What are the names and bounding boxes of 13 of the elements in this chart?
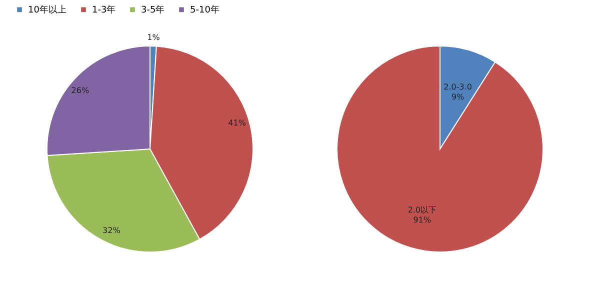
data-label: 26% (71, 86, 90, 96)
data-label: 91% (413, 215, 432, 224)
legend-label: 10年以上 (28, 4, 66, 16)
data-label: 32% (102, 226, 121, 236)
legend-label: 5-10年 (190, 4, 220, 16)
pie-slice (336, 46, 544, 252)
data-label: 9% (451, 92, 465, 102)
slice-label: 2.0以下 (408, 205, 437, 214)
legend-label: 3-5年 (141, 4, 165, 16)
data-label: 1% (147, 33, 160, 42)
legend-label: 1-3年 (92, 4, 116, 16)
data-label: 41% (228, 118, 246, 128)
slice-label: 2.0-3.0 (444, 82, 472, 92)
